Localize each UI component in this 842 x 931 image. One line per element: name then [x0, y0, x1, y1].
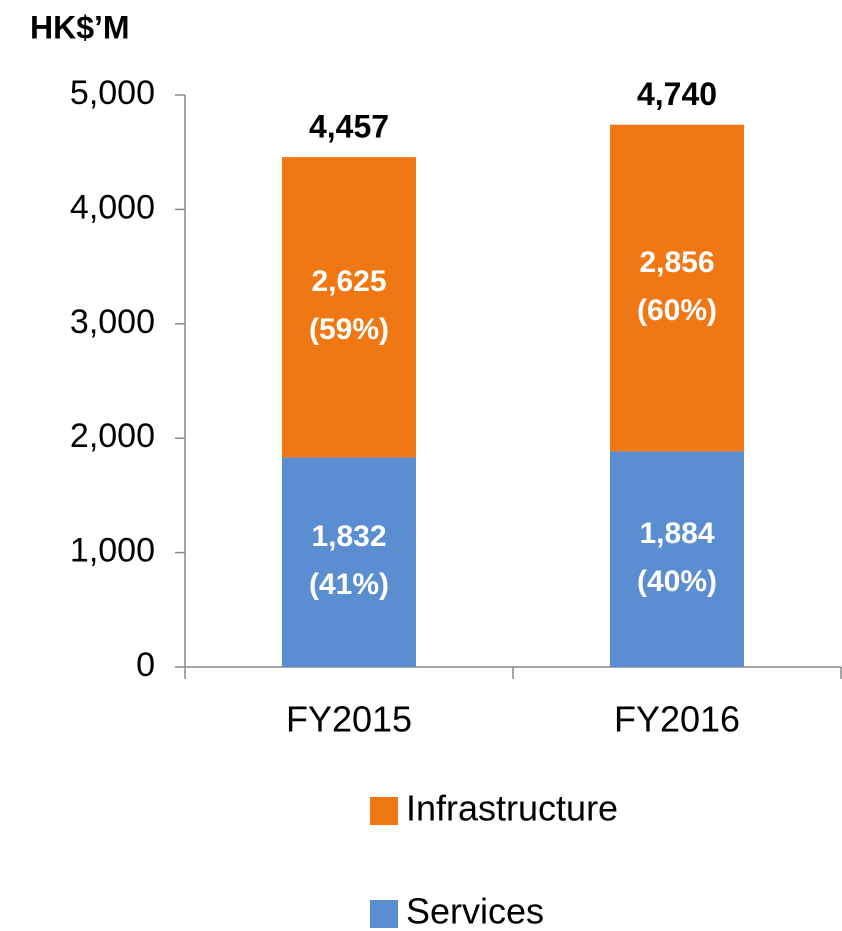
bar-segment [282, 157, 416, 458]
legend-swatch [370, 797, 398, 825]
data-label: 2,856 [639, 246, 714, 279]
share-label: (41%) [309, 568, 389, 601]
x-tick-label: FY2015 [286, 699, 412, 740]
legend-label: Infrastructure [406, 788, 618, 829]
share-label: (40%) [637, 565, 717, 598]
legend-label: Services [406, 891, 544, 931]
total-label: 4,740 [637, 76, 717, 112]
y-tick-label: 3,000 [70, 303, 155, 341]
y-tick-label: 4,000 [70, 188, 155, 226]
data-label: 1,832 [311, 520, 386, 553]
legend-swatch [370, 900, 398, 928]
data-label: 1,884 [639, 517, 714, 550]
y-tick-label: 2,000 [70, 417, 155, 455]
y-tick-label: 0 [136, 646, 155, 684]
y-tick-label: 1,000 [70, 532, 155, 570]
y-tick-label: 5,000 [70, 74, 155, 112]
bar-segment [282, 457, 416, 667]
data-label: 2,625 [311, 265, 386, 298]
axis-label: HK$’M [30, 9, 130, 45]
x-tick-label: FY2016 [614, 699, 740, 740]
bar-segment [610, 124, 744, 452]
bar-segment [610, 451, 744, 667]
total-label: 4,457 [309, 109, 389, 145]
share-label: (59%) [309, 313, 389, 346]
share-label: (60%) [637, 294, 717, 327]
